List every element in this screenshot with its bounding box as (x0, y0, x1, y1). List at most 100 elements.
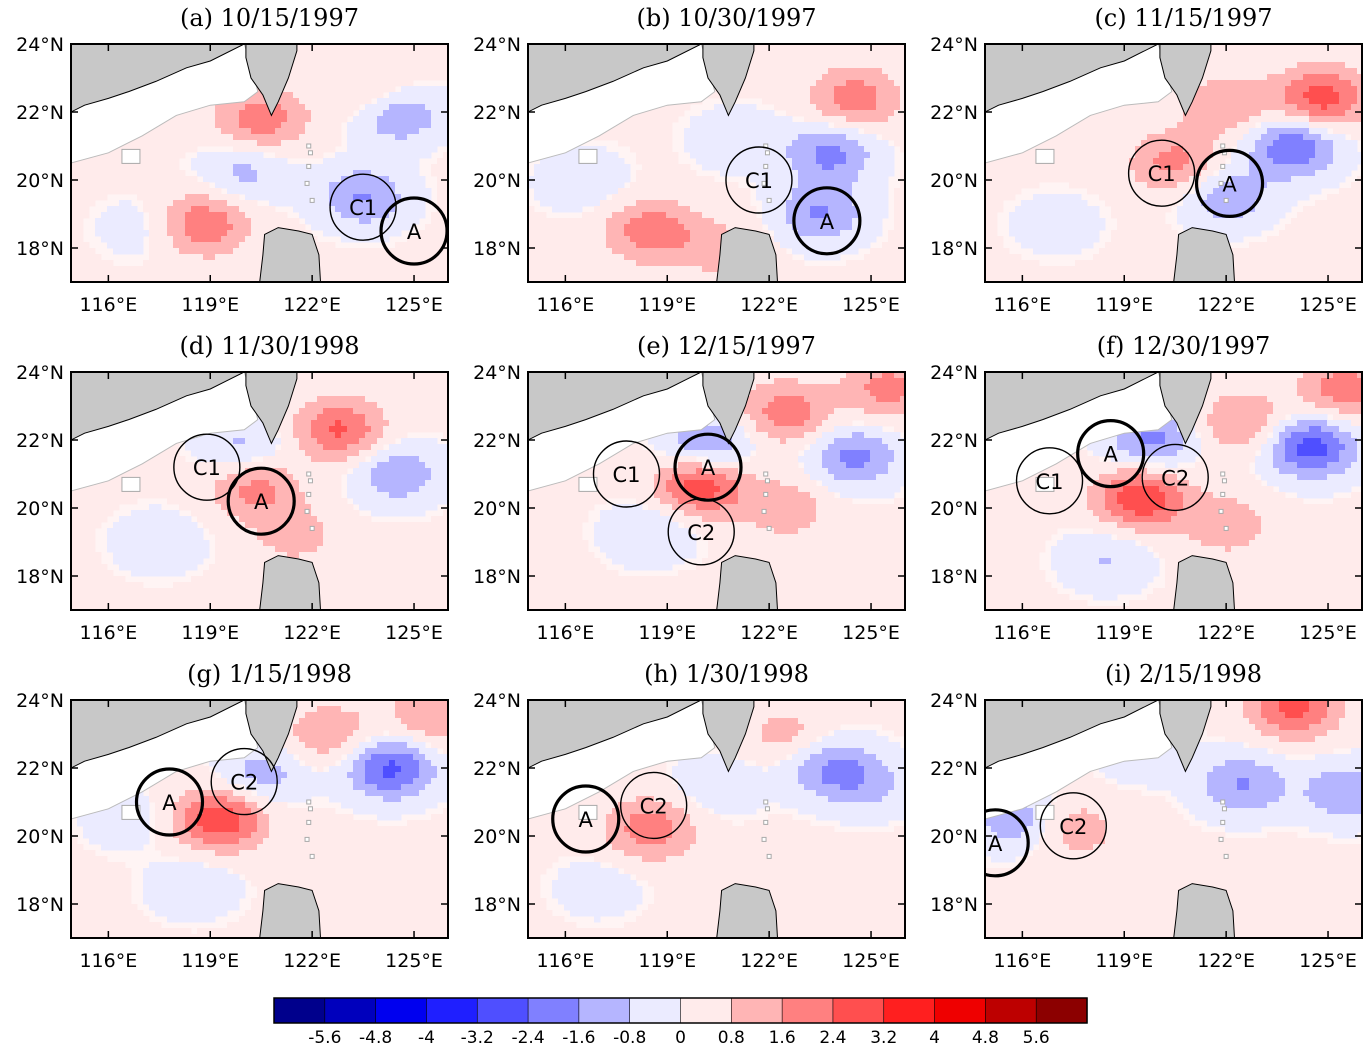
x-tick-label: 125°E (1299, 950, 1357, 972)
eddy-label: C2 (687, 521, 715, 545)
colorbar-bin (375, 997, 428, 1024)
panel-f: C1 A C2 (f) 12/30/1997 116°E 119°E 122°E 125°E 2… (930, 332, 1363, 644)
small-island (304, 836, 310, 842)
small-island (307, 478, 313, 484)
eddy-circle-a (551, 784, 621, 854)
small-island (307, 150, 313, 156)
y-tick-label: 20°N (16, 170, 64, 192)
small-island (761, 836, 767, 842)
y-tick-label: 20°N (16, 826, 64, 848)
x-tick-label: 125°E (842, 294, 900, 316)
small-island (1220, 163, 1226, 169)
small-island (764, 806, 770, 812)
eddy-circle-c1 (329, 173, 397, 241)
eddy-label: A (820, 210, 835, 234)
land-taiwan (702, 372, 755, 445)
x-tick-label: 116°E (993, 294, 1051, 316)
small-island (1221, 806, 1227, 812)
dongsha-island (578, 148, 598, 164)
y-tick-label: 18°N (16, 238, 64, 260)
eddy-circle-a (1194, 148, 1265, 218)
land-china (528, 44, 905, 113)
eddy-label: C1 (1036, 470, 1064, 494)
x-tick-label: 119°E (638, 294, 696, 316)
y-tick-label: 22°N (930, 758, 978, 780)
small-island (766, 525, 772, 531)
eddy-circle-c2 (619, 771, 688, 840)
x-tick-label: 119°E (1095, 950, 1153, 972)
x-tick-label: 125°E (385, 294, 443, 316)
small-island (763, 163, 769, 169)
y-tick-label: 18°N (16, 894, 64, 916)
y-tick-label: 18°N (16, 566, 64, 588)
panel-frame (984, 43, 1363, 283)
x-tick-label: 125°E (1299, 294, 1357, 316)
eddy-label: C2 (230, 771, 258, 795)
land-luzon (1173, 883, 1236, 938)
colorbar-bin (476, 997, 529, 1024)
y-tick-label: 18°N (930, 566, 978, 588)
colorbar-bin (781, 997, 834, 1024)
eddy-label: C1 (745, 169, 773, 193)
eddy-circle-c1 (1127, 139, 1196, 207)
colorbar-bin (578, 997, 631, 1024)
x-tick-label: 119°E (181, 950, 239, 972)
y-tick-label: 24°N (473, 690, 521, 712)
small-island (1220, 143, 1226, 149)
land-china (71, 700, 448, 769)
x-tick-label: 116°E (79, 622, 137, 644)
panel-c: C1 A (c) 11/15/1997 116°E 119°E 122°E 125°E 24°… (930, 4, 1363, 316)
land-luzon (259, 555, 322, 610)
small-island (309, 197, 315, 203)
x-tick-label: 116°E (79, 294, 137, 316)
y-tick-label: 20°N (473, 170, 521, 192)
x-tick-label: 122°E (283, 294, 341, 316)
panel-i: A C2 (i) 2/15/1998 116°E 119°E 122°E 125°E 24°N… (930, 660, 1363, 972)
y-tick-label: 18°N (473, 238, 521, 260)
land-taiwan (245, 700, 298, 773)
eddy-label: C2 (1059, 815, 1087, 839)
dongsha-island (578, 476, 598, 492)
eddy-label: C1 (193, 456, 221, 480)
colorbar-frame (273, 997, 1088, 1024)
y-tick-label: 22°N (16, 430, 64, 452)
dongsha-island (1035, 804, 1055, 820)
land-china (71, 44, 448, 113)
eddy-label: A (254, 490, 269, 514)
small-island (306, 143, 312, 149)
colorbar-label: 0.8 (718, 1028, 745, 1048)
land-luzon (1173, 555, 1236, 610)
small-island (304, 180, 310, 186)
eddy-circle-c1 (173, 433, 241, 501)
eddy-circle-c1 (592, 440, 661, 508)
small-island (304, 508, 310, 514)
small-island (1220, 491, 1226, 497)
x-tick-label: 122°E (740, 622, 798, 644)
land-luzon (716, 883, 779, 938)
small-island (307, 806, 313, 812)
y-tick-label: 24°N (930, 34, 978, 56)
y-tick-label: 20°N (930, 826, 978, 848)
panel-title: (d) 11/30/1998 (179, 332, 359, 360)
eddy-circle-c2 (1141, 443, 1209, 512)
colorbar-bin (680, 997, 732, 1024)
dongsha-island (1035, 476, 1055, 492)
small-island (306, 491, 312, 497)
y-tick-label: 24°N (930, 690, 978, 712)
eddy-label: C2 (640, 794, 668, 818)
small-island (766, 853, 772, 859)
colorbar-label: -2.4 (511, 1028, 544, 1048)
colorbar-label: -3.2 (461, 1028, 494, 1048)
eddy-label: A (988, 832, 1003, 856)
land-china (71, 372, 448, 441)
eddy-circle-c1 (1015, 447, 1084, 515)
y-tick-label: 24°N (473, 34, 521, 56)
panel-title: (h) 1/30/1998 (644, 660, 809, 688)
eddy-circle-c2 (667, 498, 735, 566)
x-tick-label: 116°E (536, 950, 594, 972)
small-island (763, 471, 769, 477)
y-tick-label: 22°N (473, 758, 521, 780)
small-island (1223, 853, 1229, 859)
y-tick-label: 22°N (930, 102, 978, 124)
